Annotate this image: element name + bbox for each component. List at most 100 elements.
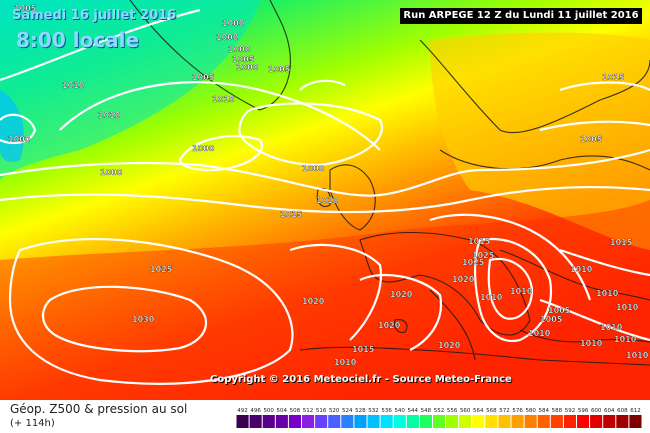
scale-tick-label: 536: [381, 408, 392, 414]
pressure-label: 1020: [452, 275, 475, 284]
pressure-label: 1010: [626, 351, 649, 360]
scale-swatch: [590, 415, 603, 428]
pressure-label: 1020: [438, 341, 461, 350]
pressure-label: 1010: [510, 287, 533, 296]
scale-tick-label: 608: [617, 408, 628, 414]
pressure-label: 1005: [540, 315, 563, 324]
scale-swatch: [249, 415, 262, 428]
scale-swatch: [275, 415, 288, 428]
warm-area-scandinavia: [430, 32, 650, 250]
scale-tick-label: 564: [473, 408, 484, 414]
pressure-label: 1010: [596, 289, 619, 298]
pressure-label: 1000: [100, 168, 123, 177]
pressure-label: 1000: [228, 45, 251, 54]
scale-tick-label: 528: [355, 408, 366, 414]
pressure-label: 1010: [580, 339, 603, 348]
pressure-label: 1010: [98, 111, 121, 120]
scale-swatch: [302, 415, 315, 428]
scale-tick-label: 504: [277, 408, 288, 414]
pressure-label: 1000: [302, 164, 325, 173]
pressure-label: 1015: [602, 73, 625, 82]
pressure-label: 1000: [8, 135, 31, 144]
scale-tick-label: 612: [630, 408, 641, 414]
scale-swatch: [236, 415, 249, 428]
scale-tick-label: 556: [447, 408, 458, 414]
scale-swatch: [629, 415, 642, 428]
scale-swatch: [537, 415, 550, 428]
scale-tick-label: 552: [434, 408, 445, 414]
scale-tick-label: 576: [512, 408, 523, 414]
scale-swatch: [563, 415, 576, 428]
scale-tick-label: 544: [408, 408, 419, 414]
pressure-label: 1005: [268, 65, 291, 74]
scale-tick-label: 560: [460, 408, 471, 414]
pressure-label: 1005: [14, 4, 37, 13]
scale-swatch: [262, 415, 275, 428]
scale-tick-label: 568: [486, 408, 497, 414]
scale-swatch: [380, 415, 393, 428]
model-run-label: Run ARPEGE 12 Z du Lundi 11 juillet 2016: [400, 8, 642, 24]
scale-tick-label: 584: [539, 408, 550, 414]
scale-tick-label: 592: [565, 408, 576, 414]
scale-tick-label: 596: [578, 408, 589, 414]
scale-swatch: [511, 415, 524, 428]
scale-tick-label: 508: [290, 408, 301, 414]
pressure-label: 1015: [352, 345, 375, 354]
scale-swatch: [603, 415, 616, 428]
pressure-label: 1005: [580, 135, 603, 144]
legend-title: Géop. Z500 & pression au sol: [10, 402, 188, 416]
pressure-label: 1020: [378, 321, 401, 330]
scale-tick-label: 572: [499, 408, 510, 414]
forecast-local-time: 8:00 locale: [16, 28, 140, 52]
pressure-label: 1010: [316, 196, 339, 205]
scale-swatch: [288, 415, 301, 428]
cold-area-west: [0, 90, 24, 162]
scale-swatch: [315, 415, 328, 428]
forecast-date: Samedi 16 juillet 2016: [12, 8, 177, 23]
scale-swatch: [419, 415, 432, 428]
pressure-label: 1010: [600, 323, 623, 332]
pressure-label: 1010: [334, 358, 357, 367]
scale-swatch: [433, 415, 446, 428]
scale-swatch: [577, 415, 590, 428]
legend-subtitle: (+ 114h): [10, 418, 55, 429]
scale-tick-label: 532: [368, 408, 379, 414]
scale-tick-label: 516: [316, 408, 327, 414]
scale-tick-label: 496: [250, 408, 261, 414]
pressure-label: 1025: [150, 265, 173, 274]
scale-swatch: [393, 415, 406, 428]
scale-tick-label: 588: [552, 408, 563, 414]
pressure-label: 1000: [222, 19, 245, 28]
scale-swatch: [616, 415, 629, 428]
scale-tick-label: 492: [237, 408, 248, 414]
pressure-label: 1000: [192, 144, 215, 153]
scale-swatch: [485, 415, 498, 428]
scale-tick-label: 500: [263, 408, 274, 414]
pressure-label: 1010: [616, 303, 639, 312]
scale-swatch: [446, 415, 459, 428]
pressure-label: 1000: [236, 63, 259, 72]
scale-swatch: [406, 415, 419, 428]
coastlines: [129, 0, 650, 366]
pressure-label: 1000: [216, 33, 239, 42]
scale-tick-label: 524: [342, 408, 353, 414]
isobars: [0, 8, 650, 385]
scale-swatch: [354, 415, 367, 428]
pressure-label: 1005: [192, 73, 215, 82]
cold-area-greenland: [0, 0, 260, 180]
copyright-notice: Copyright © 2016 Meteociel.fr - Source M…: [210, 374, 512, 385]
pressure-label: 1020: [390, 290, 413, 299]
scale-tick-label: 580: [525, 408, 536, 414]
pressure-label: 1020: [302, 297, 325, 306]
scale-tick-label: 548: [421, 408, 432, 414]
pressure-label: 1025: [462, 258, 485, 267]
scale-swatch: [341, 415, 354, 428]
scale-swatch: [524, 415, 537, 428]
pressure-label: 1015: [280, 210, 303, 219]
pressure-label: 1010: [212, 95, 235, 104]
scale-tick-label: 600: [591, 408, 602, 414]
pressure-label: 1015: [610, 238, 633, 247]
scale-swatch: [550, 415, 563, 428]
scale-tick-label: 604: [604, 408, 615, 414]
pressure-label: 1005: [232, 55, 255, 64]
